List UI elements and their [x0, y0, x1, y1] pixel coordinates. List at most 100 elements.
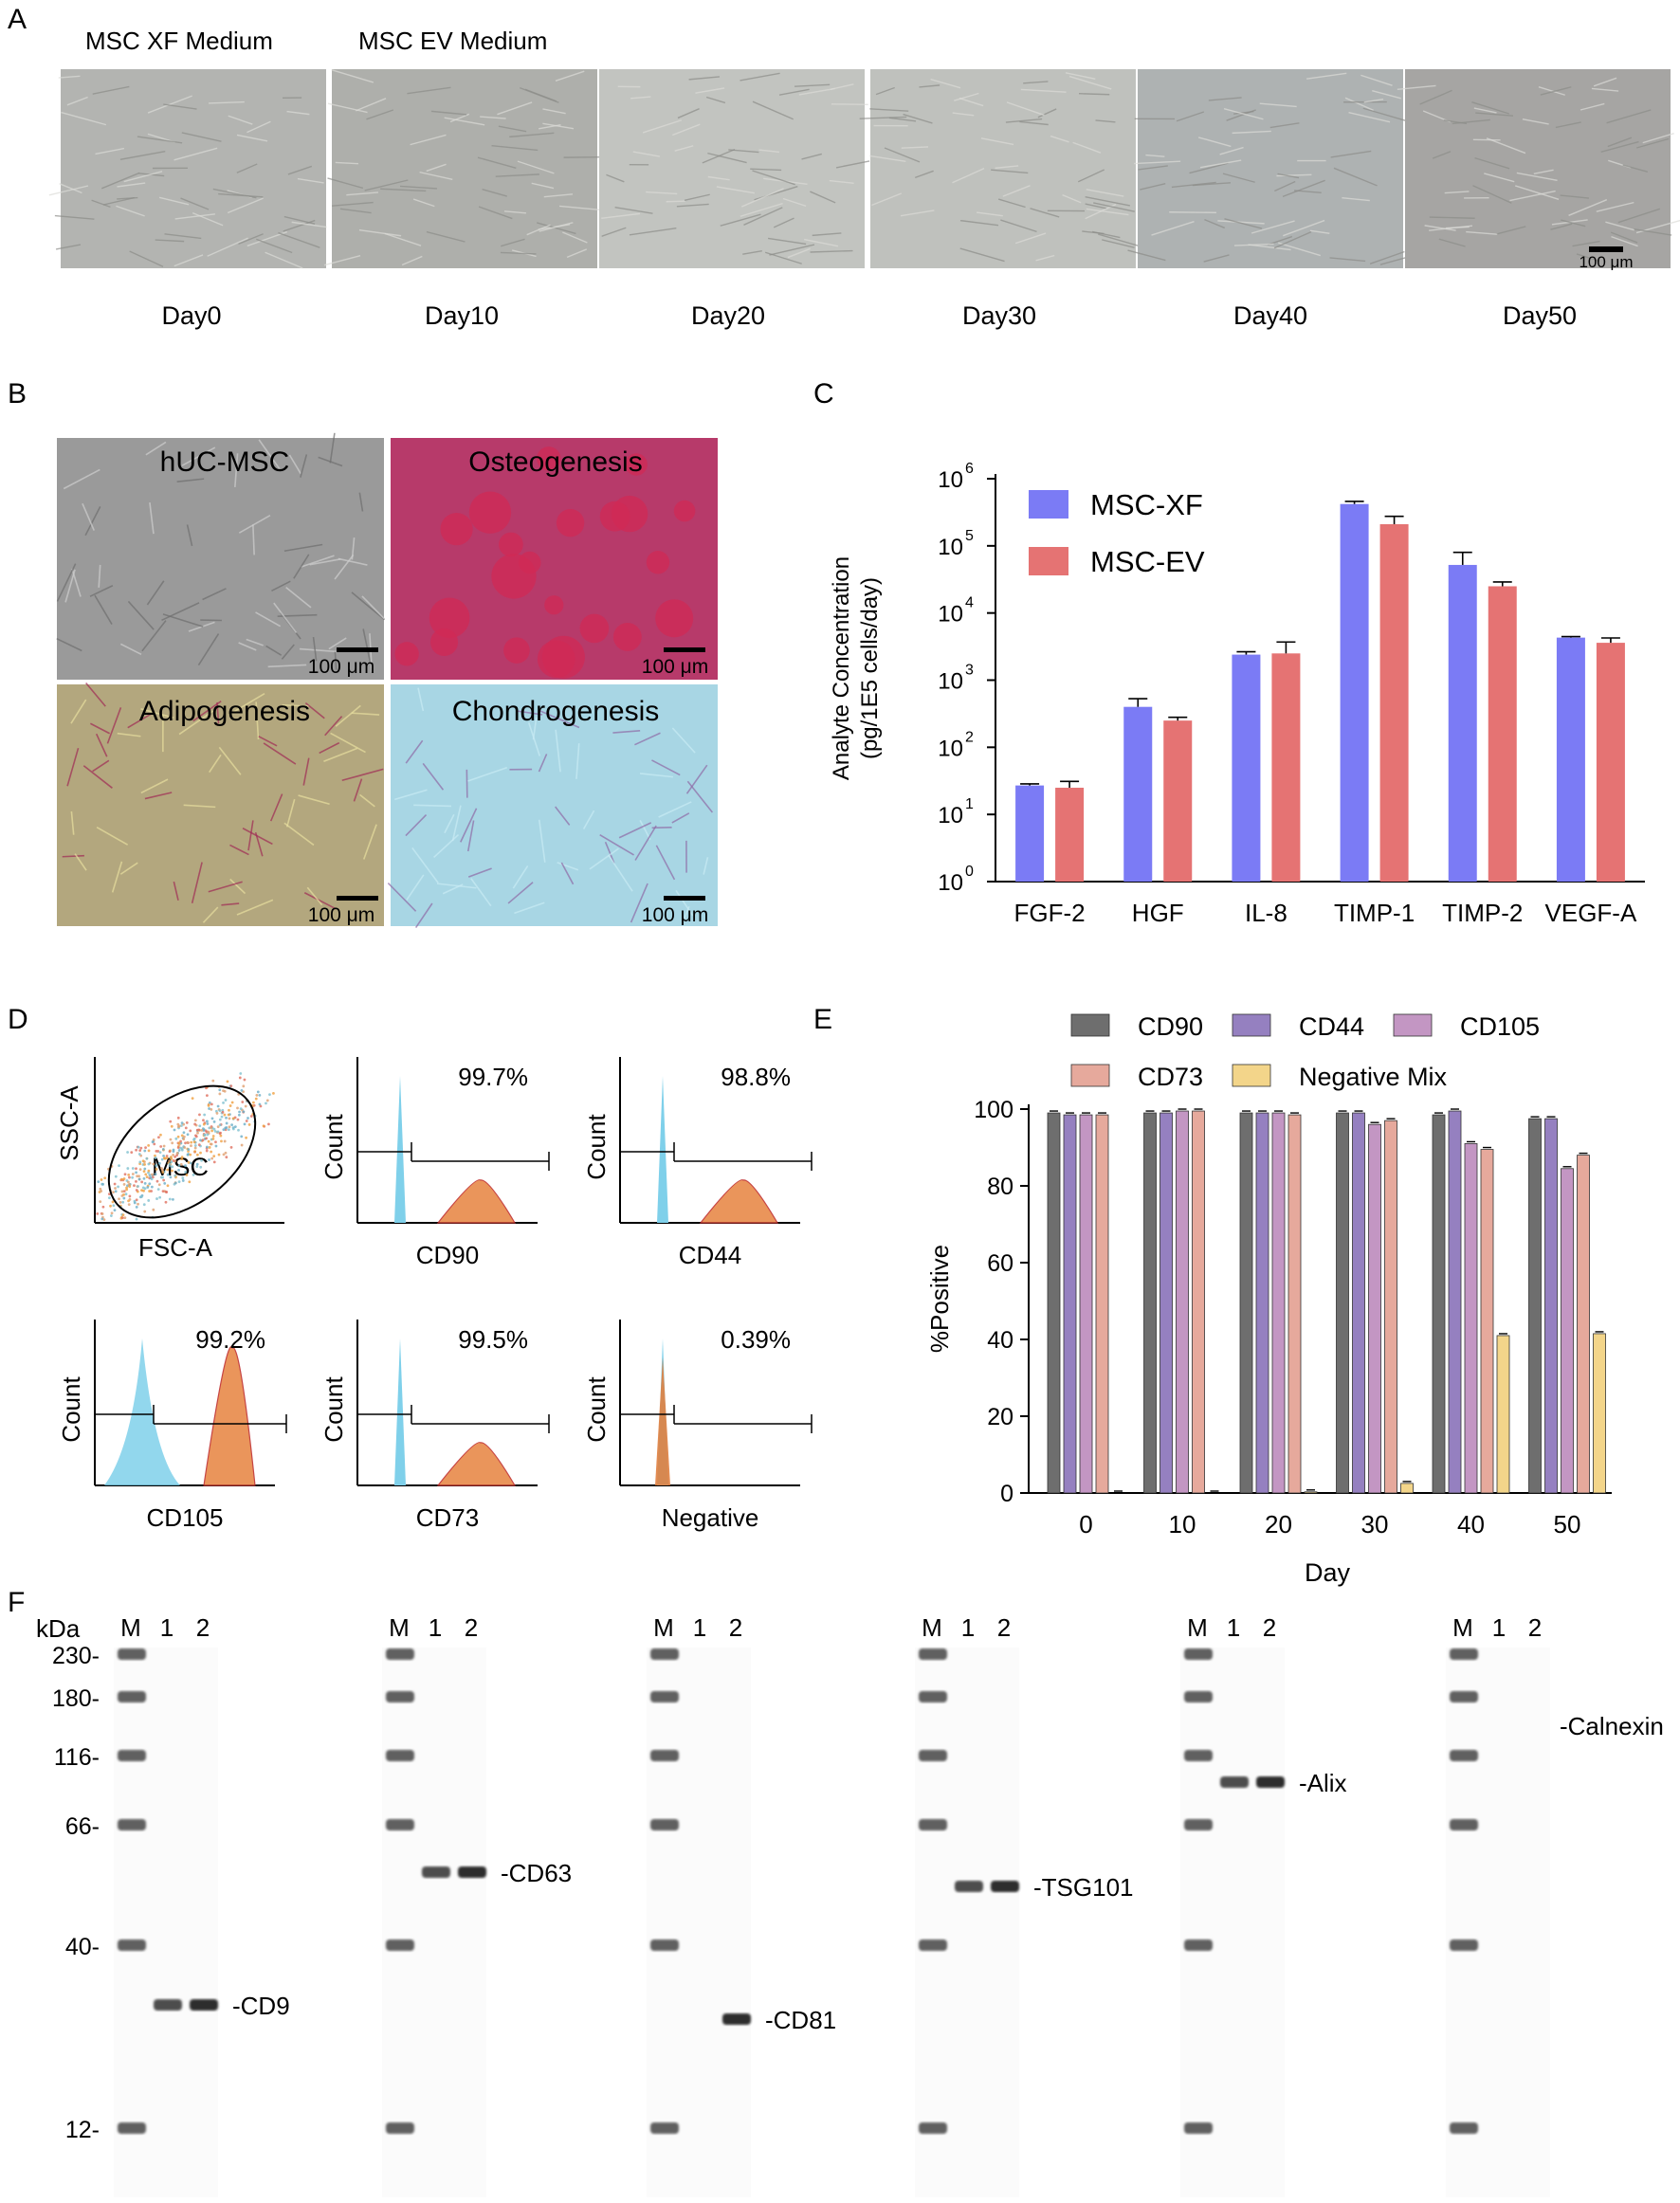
bar [1176, 1110, 1189, 1494]
event-dot [140, 1180, 144, 1184]
sample-peak [655, 1357, 670, 1485]
event-dot [150, 1190, 153, 1193]
control-peak [394, 1338, 406, 1485]
cell-streak [123, 171, 163, 183]
cell-streak [338, 557, 368, 566]
cell-streak [1533, 169, 1554, 174]
event-dot [208, 1158, 210, 1161]
cell-streak [555, 806, 571, 826]
cell-streak [163, 103, 197, 110]
protein-band [154, 1999, 182, 2011]
bar [1448, 1110, 1462, 1494]
cell-streak [444, 813, 455, 834]
cell-streak [411, 847, 439, 883]
event-dot [245, 1136, 247, 1139]
cell-streak [655, 845, 676, 881]
cell-streak [812, 232, 842, 237]
cell-streak [1085, 195, 1130, 207]
event-dot [210, 1150, 213, 1154]
cell-streak [192, 701, 222, 722]
cell-streak [604, 841, 615, 864]
x-tick-label: HGF [1132, 899, 1184, 927]
bar [1015, 785, 1045, 882]
cell-streak [1224, 218, 1263, 229]
event-dot [154, 1156, 157, 1159]
ladder-band [919, 2122, 947, 2134]
event-dot [239, 1072, 243, 1075]
event-dot [114, 1187, 117, 1190]
target-label: -CD63 [501, 1859, 572, 1887]
ladder-band [919, 1750, 947, 1761]
day-label: Day50 [1503, 301, 1577, 330]
event-dot [159, 1133, 162, 1137]
cell-streak [1248, 244, 1291, 251]
cell-streak [778, 88, 810, 96]
cell-streak [176, 478, 205, 483]
ladder-band [919, 1819, 947, 1830]
protein-band [955, 1881, 983, 1892]
cell-streak [56, 637, 82, 652]
lane-label: 2 [1263, 1613, 1276, 1642]
event-dot [182, 1131, 186, 1135]
event-dot [151, 1140, 155, 1144]
y-axis-label-line2: (pg/1E5 cells/day) [857, 577, 883, 759]
event-dot [173, 1155, 177, 1158]
cell-streak [59, 183, 82, 194]
cell-streak [801, 153, 822, 160]
event-dot [220, 1115, 224, 1119]
event-dot [117, 1185, 119, 1189]
event-dot [155, 1149, 158, 1153]
event-dot [155, 1164, 158, 1167]
cell-streak [1006, 101, 1045, 117]
cell-streak [869, 155, 906, 162]
event-dot [152, 1162, 155, 1166]
panel-b: hUC-MSC Osteogenesis Adipogenesis Chondr… [56, 432, 718, 928]
cell-streak [1005, 118, 1043, 123]
cell-streak [287, 165, 313, 175]
bar [1556, 637, 1585, 882]
ladder-band [118, 1750, 146, 1761]
micrograph-background [61, 69, 326, 268]
cell-streak [1020, 88, 1067, 93]
cell-streak [265, 251, 303, 269]
cell-streak [298, 794, 330, 806]
event-dot [196, 1131, 199, 1135]
cell-streak [335, 704, 361, 727]
panel-letter-c: C [813, 378, 834, 410]
cell-streak [162, 613, 204, 628]
cell-streak [327, 177, 364, 190]
event-dot [173, 1174, 177, 1177]
cell-streak [209, 100, 245, 104]
event-dot [168, 1197, 172, 1201]
event-dot [198, 1113, 201, 1117]
cell-streak [1014, 232, 1047, 245]
event-dot [100, 1217, 104, 1221]
event-dot [268, 1093, 271, 1097]
cell-streak [1169, 211, 1216, 213]
event-dot [231, 1117, 235, 1120]
event-dot [199, 1165, 203, 1169]
bar [1488, 586, 1517, 882]
calcium-nodule [556, 508, 585, 537]
event-dot [184, 1126, 188, 1130]
cell-streak [267, 664, 307, 668]
event-dot [222, 1153, 226, 1156]
sample-peak [436, 1179, 517, 1224]
cell-streak [903, 113, 933, 124]
cell-streak [1000, 219, 1037, 233]
event-dot [177, 1168, 180, 1172]
scale-bar-label: 100 μm [642, 904, 708, 926]
event-dot [180, 1121, 184, 1124]
day-label: Day30 [962, 301, 1036, 330]
cell-streak [238, 514, 271, 534]
cell-streak [1035, 254, 1055, 262]
event-dot [168, 1162, 172, 1166]
cell-streak [688, 76, 721, 81]
target-label: -Alix [1299, 1769, 1347, 1797]
ladder-band [1184, 1750, 1213, 1761]
cell-streak [1348, 112, 1391, 123]
event-dot [146, 1186, 150, 1189]
cell-streak [95, 147, 125, 155]
cell-streak [127, 713, 152, 729]
event-dot [152, 1138, 155, 1141]
